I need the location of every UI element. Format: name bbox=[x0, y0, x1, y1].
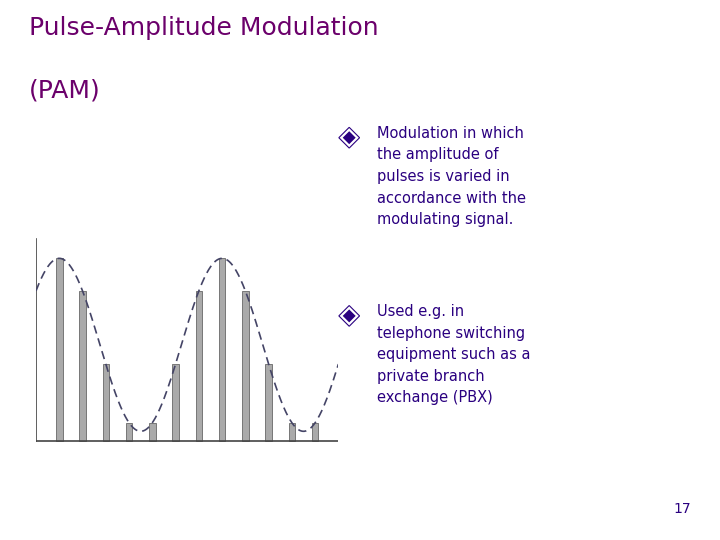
Bar bbox=[219, 258, 225, 441]
Bar bbox=[266, 364, 272, 441]
Bar bbox=[126, 423, 132, 441]
Polygon shape bbox=[343, 309, 356, 322]
Bar bbox=[56, 258, 63, 441]
Polygon shape bbox=[343, 131, 356, 144]
Bar bbox=[289, 423, 295, 441]
Bar bbox=[79, 291, 86, 441]
Bar bbox=[242, 291, 248, 441]
Text: Modulation in which
the amplitude of
pulses is varied in
accordance with the
mod: Modulation in which the amplitude of pul… bbox=[377, 126, 526, 227]
Bar bbox=[172, 364, 179, 441]
Text: 17: 17 bbox=[673, 502, 690, 516]
Bar bbox=[312, 423, 318, 441]
Bar bbox=[149, 423, 156, 441]
Text: (PAM): (PAM) bbox=[29, 78, 101, 102]
Text: Used e.g. in
telephone switching
equipment such as a
private branch
exchange (PB: Used e.g. in telephone switching equipme… bbox=[377, 304, 530, 406]
Bar bbox=[102, 364, 109, 441]
Text: Pulse-Amplitude Modulation: Pulse-Amplitude Modulation bbox=[29, 16, 379, 40]
Bar bbox=[196, 291, 202, 441]
